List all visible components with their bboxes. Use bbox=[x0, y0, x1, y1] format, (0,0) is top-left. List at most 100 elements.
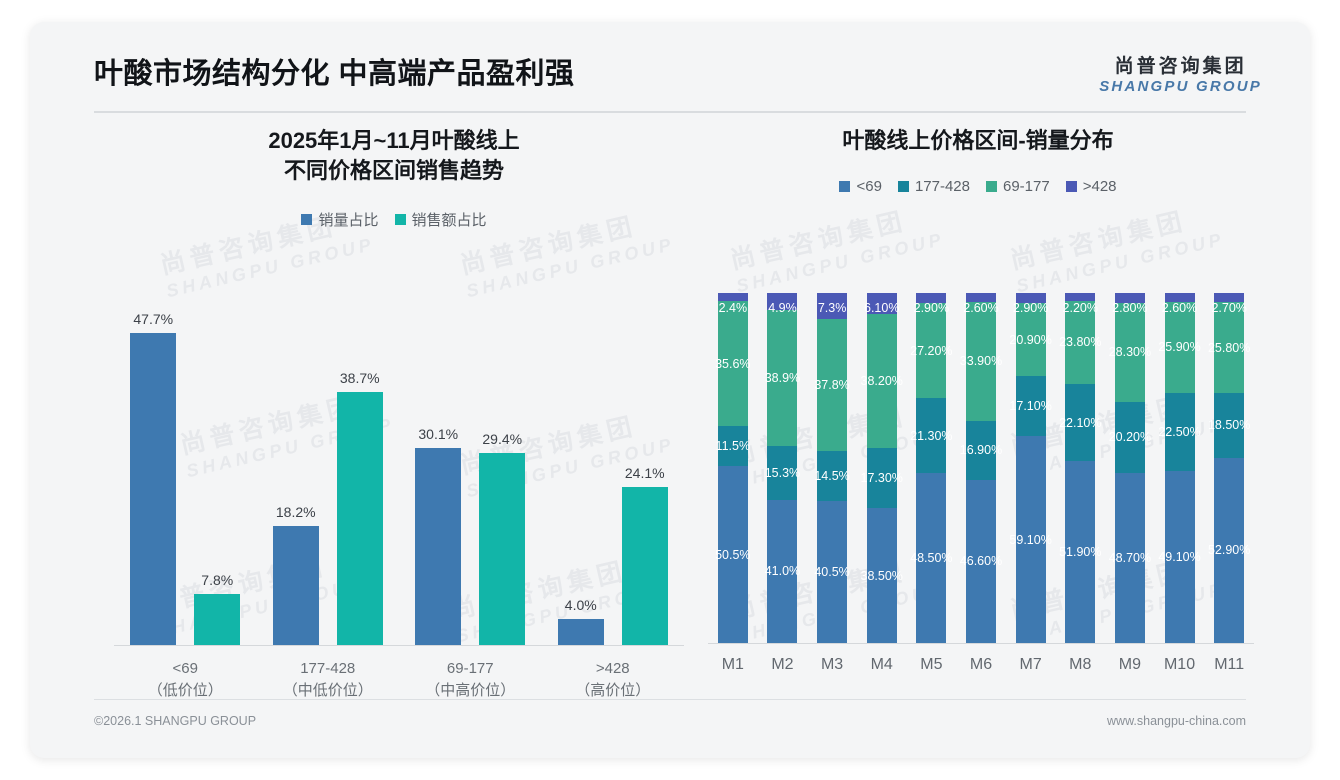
stacked-bar-segment[interactable]: 35.6% bbox=[715, 301, 751, 426]
stacked-bar-column[interactable]: 38.50% 17.30% 38.20% 6.10% bbox=[861, 293, 903, 643]
bar-value-label: 4.0% bbox=[564, 596, 597, 613]
stacked-bar-segment[interactable]: 46.60% bbox=[960, 479, 1002, 643]
stacked-bar-segment[interactable]: 16.90% bbox=[960, 420, 1002, 480]
stacked-bar-segment[interactable]: 51.90% bbox=[1059, 461, 1101, 643]
bar-column[interactable]: 24.1% bbox=[621, 465, 668, 645]
stacked-bar-segment[interactable]: 6.10% bbox=[863, 293, 900, 316]
right-chart-legend-item[interactable]: >428 bbox=[1065, 178, 1117, 196]
stacked-bar-segment[interactable]: 40.5% bbox=[814, 501, 850, 643]
footer-copyright: ©2026.1 SHANGPU GROUP bbox=[94, 714, 257, 728]
bar-column[interactable]: 18.2% bbox=[272, 504, 319, 645]
bar-column[interactable]: 30.1% bbox=[415, 426, 462, 645]
stacked-bar-segment[interactable]: 48.70% bbox=[1109, 472, 1151, 643]
legend-label: >428 bbox=[1082, 178, 1117, 196]
category-label-sub: （低价位） bbox=[147, 681, 223, 699]
left-chart-title: 2025年1月~11月叶酸线上 不同价格区间销售趋势 bbox=[94, 126, 694, 187]
category-label-sub: （中高价位） bbox=[425, 681, 516, 699]
stacked-bar-segment[interactable]: 33.90% bbox=[960, 302, 1002, 421]
legend-swatch-icon bbox=[1065, 181, 1077, 193]
right-chart-legend-item[interactable]: 177-428 bbox=[897, 178, 970, 196]
stacked-bar-segment[interactable]: 2.60% bbox=[1162, 293, 1197, 315]
stacked-bar-segment[interactable]: 2.60% bbox=[963, 293, 999, 315]
right-chart-legend-item[interactable]: <69 bbox=[839, 178, 882, 196]
stacked-bar-segment[interactable]: 21.30% bbox=[910, 398, 953, 474]
stacked-bar-column[interactable]: 52.90% 18.50% 25.80% 2.70% bbox=[1208, 293, 1250, 643]
segment-value-label: 21.30% bbox=[910, 428, 953, 443]
left-chart-panel: 2025年1月~11月叶酸线上 不同价格区间销售趋势 销量占比 销售额占比 47.… bbox=[94, 126, 694, 699]
segment-value-label: 40.5% bbox=[814, 565, 850, 580]
stacked-bar-segment[interactable]: 2.70% bbox=[1211, 293, 1247, 315]
stacked-bar-segment[interactable]: 17.30% bbox=[861, 447, 903, 509]
stacked-bar-segment[interactable]: 38.50% bbox=[861, 508, 903, 643]
bar-rect[interactable] bbox=[621, 487, 668, 645]
segment-value-label: 27.20% bbox=[910, 343, 953, 358]
stacked-bar-segment[interactable]: 20.90% bbox=[1009, 303, 1052, 377]
stacked-bar-segment[interactable]: 59.10% bbox=[1009, 436, 1052, 643]
stacked-bar-segment[interactable]: 22.10% bbox=[1059, 384, 1101, 462]
stacked-bar-segment[interactable]: 52.90% bbox=[1208, 457, 1250, 643]
footer-website: www.shangpu-china.com bbox=[1107, 714, 1246, 728]
stacked-bar-segment[interactable]: 2.90% bbox=[914, 293, 949, 315]
bar-rect[interactable] bbox=[272, 526, 319, 645]
month-axis-label: M4 bbox=[870, 656, 893, 673]
stacked-bar-segment[interactable]: 15.3% bbox=[765, 446, 800, 500]
stacked-bar-segment[interactable]: 2.20% bbox=[1063, 293, 1098, 315]
stacked-bar-segment[interactable]: 38.9% bbox=[765, 310, 800, 447]
left-chart-legend-item[interactable]: 销售额占比 bbox=[394, 209, 487, 230]
bar-column[interactable]: 47.7% bbox=[130, 311, 177, 645]
left-chart-axis bbox=[114, 645, 684, 646]
bar-rect[interactable] bbox=[415, 448, 462, 645]
bar-rect[interactable] bbox=[479, 452, 526, 645]
stacked-bar-column[interactable]: 41.0% 15.3% 38.9% 4.9% bbox=[765, 293, 800, 643]
stacked-bar-segment[interactable]: 4.9% bbox=[767, 293, 798, 315]
bar-rect[interactable] bbox=[557, 618, 604, 645]
stacked-bar-column[interactable]: 49.10% 22.50% 25.90% 2.60% bbox=[1158, 293, 1201, 643]
stacked-bar-column[interactable]: 51.90% 22.10% 23.80% 2.20% bbox=[1059, 293, 1101, 643]
stacked-bar-column[interactable]: 48.50% 21.30% 27.20% 2.90% bbox=[910, 293, 953, 643]
stacked-bar-segment[interactable]: 23.80% bbox=[1059, 300, 1101, 385]
stacked-bar-segment[interactable]: 18.50% bbox=[1208, 392, 1250, 458]
stacked-bar-segment[interactable]: 14.5% bbox=[814, 450, 850, 502]
stacked-bar-column[interactable]: 46.60% 16.90% 33.90% 2.60% bbox=[960, 293, 1002, 643]
right-chart-plot-area: 50.5% 11.5% 35.6% 2.4% M1 41.0% 15.3% 38.9% 4.9%… bbox=[708, 293, 1254, 673]
stacked-bar-segment[interactable]: 25.80% bbox=[1208, 302, 1250, 393]
stacked-bar-segment[interactable]: 37.8% bbox=[814, 318, 850, 451]
stacked-bar-column[interactable]: 48.70% 20.20% 28.30% 2.80% bbox=[1109, 293, 1151, 643]
stacked-bar-segment[interactable]: 25.90% bbox=[1158, 302, 1201, 393]
stacked-bar-segment[interactable]: 50.5% bbox=[715, 466, 751, 643]
right-chart-legend-item[interactable]: 69-177 bbox=[986, 178, 1050, 195]
stacked-bar-segment[interactable]: 38.20% bbox=[861, 314, 903, 448]
stacked-bar-segment[interactable]: 11.5% bbox=[715, 426, 751, 467]
legend-label: <69 bbox=[856, 178, 882, 196]
company-logo: 尚普咨询集团 SHANGPU GROUP bbox=[1099, 56, 1262, 96]
bar-rect[interactable] bbox=[130, 333, 177, 645]
legend-swatch-icon bbox=[394, 213, 406, 225]
stacked-bar-segment[interactable]: 20.20% bbox=[1109, 401, 1151, 473]
bar-column[interactable]: 38.7% bbox=[336, 370, 383, 645]
stacked-bar-segment[interactable]: 48.50% bbox=[910, 473, 953, 643]
stacked-bar-segment[interactable]: 2.4% bbox=[717, 293, 748, 315]
stacked-bar-segment[interactable]: 22.50% bbox=[1158, 392, 1201, 472]
bar-column[interactable]: 29.4% bbox=[479, 431, 526, 645]
stacked-bar-segment[interactable]: 28.30% bbox=[1109, 302, 1151, 402]
stacked-bar-column[interactable]: 40.5% 14.5% 37.8% 7.3% bbox=[814, 293, 850, 643]
bar-value-label: 47.7% bbox=[133, 311, 174, 328]
bar-column[interactable]: 4.0% bbox=[557, 597, 604, 645]
bar-value-label: 7.8% bbox=[201, 572, 234, 588]
stacked-bar-segment[interactable]: 49.10% bbox=[1158, 471, 1201, 643]
stacked-bar-column[interactable]: 59.10% 17.10% 20.90% 2.90% bbox=[1009, 293, 1052, 643]
stacked-bar-segment[interactable]: 2.90% bbox=[1013, 293, 1048, 315]
stacked-bar-segment[interactable]: 41.0% bbox=[765, 499, 800, 643]
stacked-bar-segment[interactable]: 27.20% bbox=[910, 303, 953, 399]
segment-value-label: 11.5% bbox=[715, 439, 751, 454]
bar-rect[interactable] bbox=[336, 391, 383, 645]
stacked-bar-segment[interactable]: 17.10% bbox=[1009, 376, 1052, 437]
bar-column[interactable]: 7.8% bbox=[194, 572, 241, 645]
legend-label: 177-428 bbox=[914, 178, 970, 196]
stacked-bar-segment[interactable]: 7.3% bbox=[817, 293, 848, 319]
segment-value-label: 6.10% bbox=[863, 301, 900, 316]
stacked-bar-segment[interactable]: 2.80% bbox=[1112, 293, 1148, 315]
left-chart-legend-item[interactable]: 销量占比 bbox=[301, 209, 379, 230]
stacked-bar-column[interactable]: 50.5% 11.5% 35.6% 2.4% bbox=[715, 293, 751, 643]
bar-rect[interactable] bbox=[194, 594, 241, 645]
